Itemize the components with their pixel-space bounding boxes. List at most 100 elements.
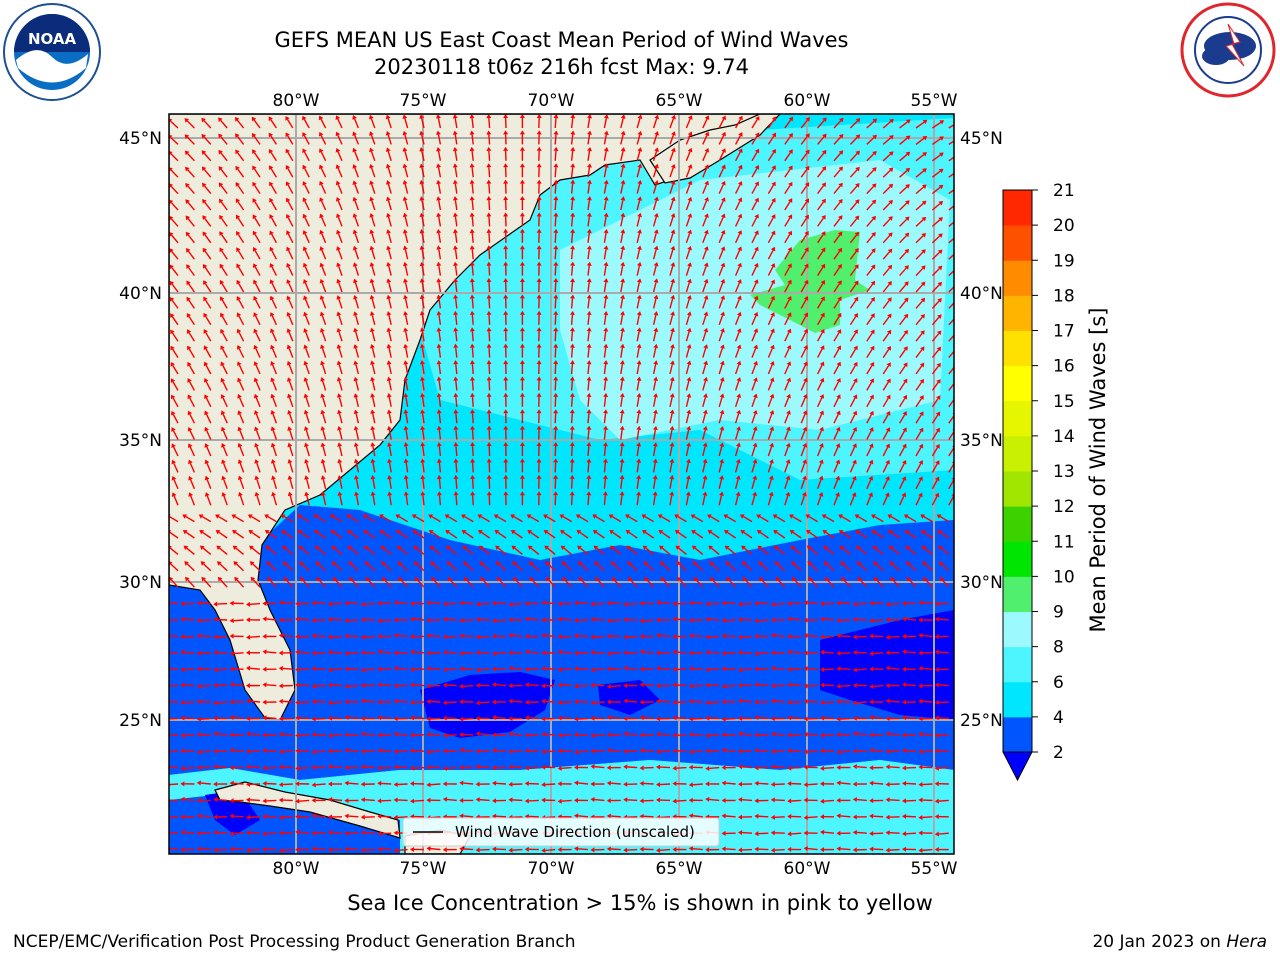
wind-arrow <box>823 734 835 737</box>
wind-arrow <box>685 282 691 293</box>
wind-arrow-head <box>721 148 726 153</box>
wind-arrow <box>603 478 607 489</box>
wind-arrow <box>898 479 905 490</box>
wind-arrow-head <box>377 666 382 672</box>
wind-arrow-head <box>503 327 509 332</box>
wind-arrow-head <box>620 147 626 152</box>
wind-arrow <box>948 205 954 211</box>
wind-arrow-head <box>619 360 625 365</box>
lon-label: 65°W <box>656 859 703 879</box>
wind-arrow-head <box>370 360 375 365</box>
wind-arrow-head <box>187 361 192 367</box>
wind-arrow-head <box>253 312 258 317</box>
wind-arrow-head <box>737 213 743 219</box>
wind-arrow <box>685 396 690 407</box>
wind-arrow <box>776 531 786 539</box>
wind-arrow <box>791 651 802 654</box>
wind-arrow <box>800 299 807 309</box>
wind-arrow-head <box>721 830 726 836</box>
wind-arrow <box>767 413 773 424</box>
wind-arrow-head <box>475 617 480 623</box>
wind-arrow-head <box>249 545 254 551</box>
wind-arrow <box>454 216 458 227</box>
wind-arrow-head <box>486 392 492 397</box>
wind-arrow <box>685 265 691 276</box>
wind-arrow-head <box>636 425 642 431</box>
wind-arrow <box>404 232 409 243</box>
wind-arrow-head <box>185 248 191 253</box>
wind-arrow <box>570 249 574 260</box>
wind-arrow-head <box>705 649 710 655</box>
wind-arrow <box>767 479 772 490</box>
wind-arrow <box>915 365 923 375</box>
wind-arrow-head <box>771 181 776 187</box>
wind-arrow <box>339 495 343 506</box>
wind-arrow-head <box>402 180 408 185</box>
wind-arrow-head <box>639 798 644 804</box>
wind-arrow <box>554 331 557 342</box>
wind-arrow-head <box>252 230 258 236</box>
wind-arrow <box>320 167 327 178</box>
wind-arrow-head <box>920 330 925 335</box>
wind-arrow <box>931 495 938 506</box>
wind-arrow <box>808 531 818 539</box>
wind-arrow-head <box>904 248 910 254</box>
wind-arrow-head <box>770 716 775 722</box>
wind-arrow <box>595 531 605 539</box>
wind-arrow-head <box>855 150 860 156</box>
wind-arrow <box>438 495 442 506</box>
wind-arrow-head <box>670 278 676 284</box>
wind-arrow <box>718 184 725 194</box>
wind-arrow-head <box>453 376 459 381</box>
wind-arrow <box>254 299 261 309</box>
wind-arrow-head <box>353 376 359 382</box>
wind-arrow-head <box>492 651 497 657</box>
wind-arrow-head <box>574 780 579 786</box>
wind-arrow <box>695 563 704 572</box>
wind-arrow <box>254 282 261 293</box>
wind-arrow <box>915 137 925 145</box>
wind-arrow <box>643 684 654 687</box>
wind-arrow <box>287 151 294 162</box>
wind-arrow-head <box>886 378 891 384</box>
wind-arrow <box>249 799 261 802</box>
wind-arrow-head <box>934 715 939 721</box>
wind-arrow <box>488 150 491 161</box>
wind-arrow-head <box>387 458 393 463</box>
wind-arrow <box>371 347 376 358</box>
wind-arrow <box>253 135 261 145</box>
wind-arrow-head <box>738 682 743 688</box>
wind-arrow-head <box>503 179 509 184</box>
wind-arrow <box>817 119 825 129</box>
wind-arrow <box>627 733 638 736</box>
wind-arrow-head <box>420 425 426 431</box>
wind-arrow-head <box>203 345 209 351</box>
wind-arrow-head <box>736 426 741 431</box>
wind-arrow-head <box>752 442 758 448</box>
wind-arrow-head <box>370 458 376 464</box>
wind-arrow-head <box>872 150 877 156</box>
wind-arrow-head <box>492 747 497 753</box>
wind-arrow-head <box>685 491 691 496</box>
wind-arrow <box>800 364 807 375</box>
wind-arrow-head <box>344 666 349 672</box>
wind-arrow <box>471 216 474 227</box>
wind-arrow-head <box>623 634 628 640</box>
wind-arrow-head <box>493 514 499 519</box>
wind-arrow-head <box>636 311 642 316</box>
wind-arrow <box>825 547 835 555</box>
wind-arrow-head <box>770 230 776 236</box>
wind-arrow <box>371 233 376 244</box>
wind-arrow-head <box>262 600 267 606</box>
wind-arrow-head <box>819 394 825 399</box>
wind-arrow-head <box>436 343 442 349</box>
wind-arrow <box>807 634 818 638</box>
wind-arrow <box>370 183 376 194</box>
wind-arrow-head <box>262 616 267 622</box>
wind-arrow-head <box>545 561 550 566</box>
colorbar-tick-label: 6 <box>1053 673 1064 693</box>
wind-arrow-head <box>360 698 366 704</box>
wind-arrow <box>355 364 360 375</box>
wind-arrow-head <box>337 409 342 415</box>
wind-arrow <box>219 579 228 588</box>
